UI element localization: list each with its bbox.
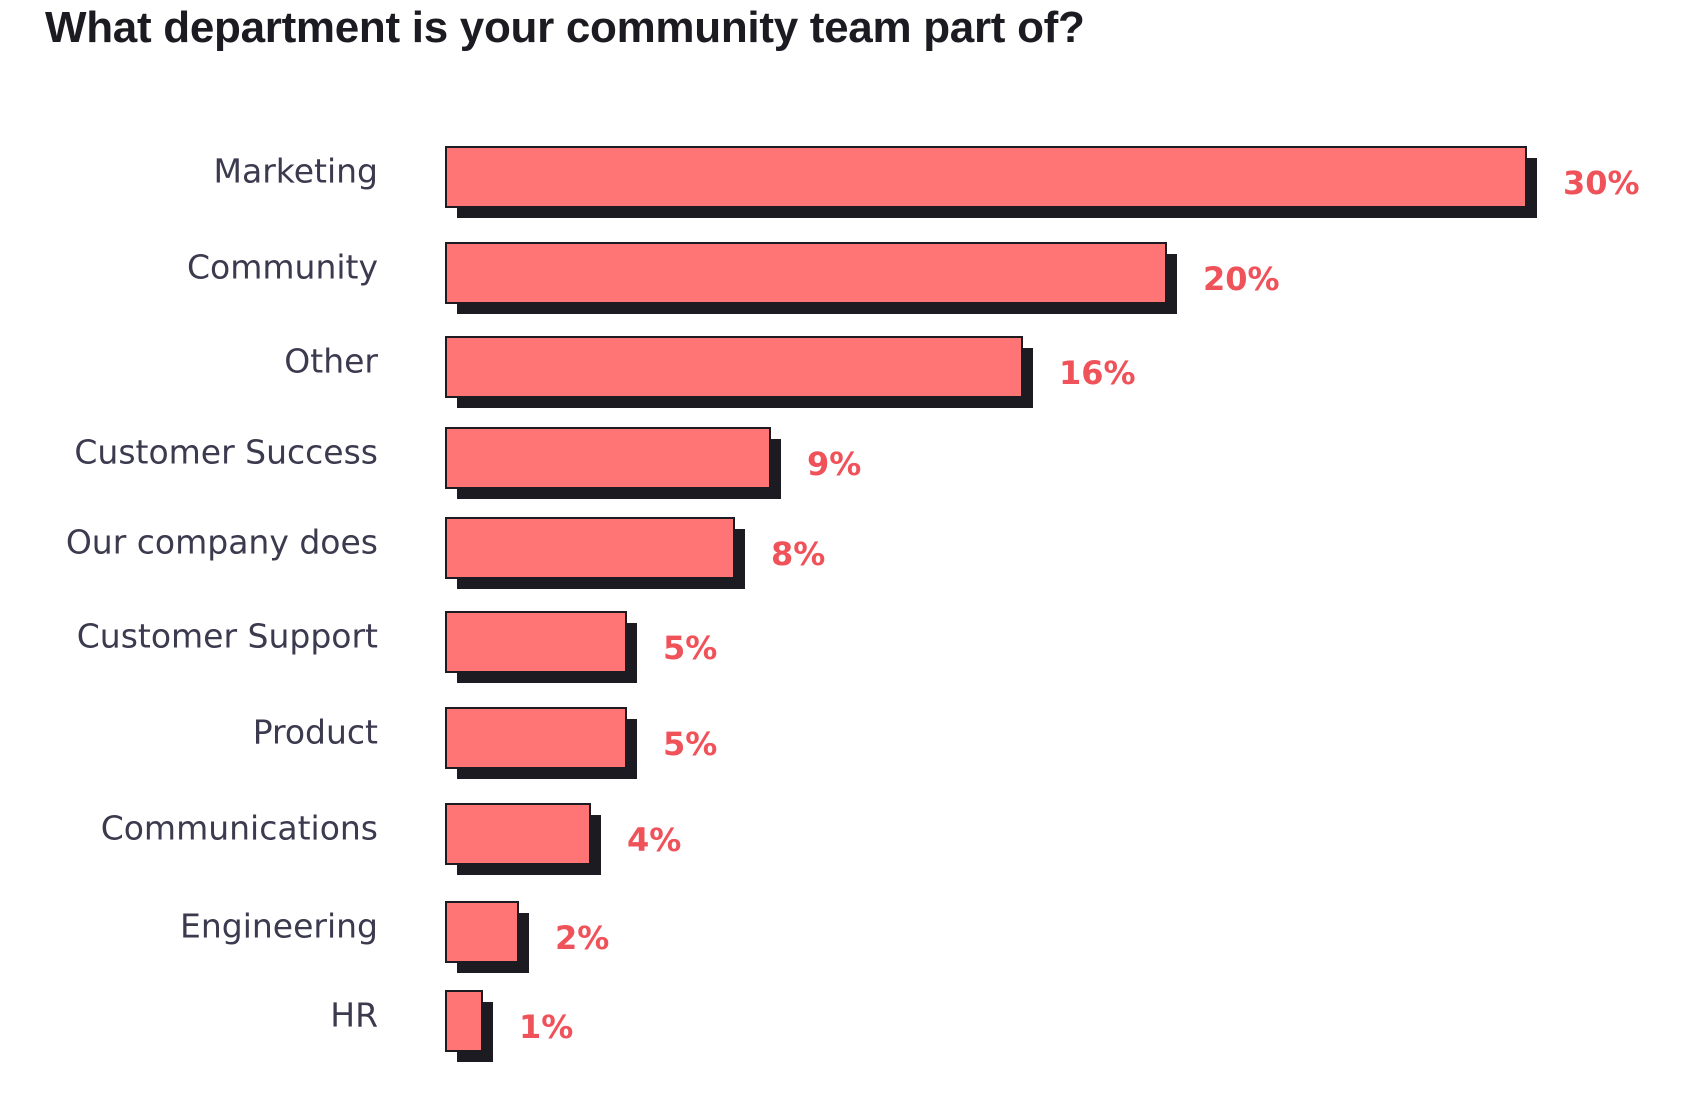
bar (445, 242, 1167, 304)
bars-layer (445, 146, 1537, 1062)
value-label: 4% (627, 821, 681, 859)
bar-group (445, 427, 781, 499)
bar (445, 427, 771, 489)
category-label: Communications (101, 809, 378, 848)
labels-layer: Marketing 30% Community 20% Other 16% Customer… (66, 152, 1640, 1047)
value-label: 2% (555, 919, 609, 957)
bar-group (445, 707, 637, 779)
bar (445, 611, 627, 673)
category-label: Customer Success (74, 433, 378, 472)
value-label: 1% (519, 1008, 573, 1046)
value-label: 5% (663, 629, 717, 667)
bar-group (445, 517, 745, 589)
bar-group (445, 901, 529, 973)
bar (445, 901, 519, 963)
category-label: Engineering (180, 907, 378, 946)
bar-group (445, 611, 637, 683)
category-label: Product (253, 713, 378, 752)
category-label: Community (187, 248, 378, 287)
bar-group (445, 990, 493, 1062)
bar-group (445, 803, 601, 875)
bar-group (445, 336, 1033, 408)
bar (445, 517, 735, 579)
chart-title: What department is your community team p… (45, 3, 1085, 52)
bar (445, 990, 483, 1052)
value-label: 20% (1203, 260, 1280, 298)
category-label: Other (284, 342, 378, 381)
bar (445, 146, 1527, 208)
category-label: HR (330, 996, 378, 1035)
value-label: 9% (807, 445, 861, 483)
value-label: 16% (1059, 354, 1136, 392)
value-label: 8% (771, 535, 825, 573)
category-label: Our company does (66, 523, 378, 562)
category-label: Marketing (214, 152, 378, 191)
value-label: 30% (1563, 164, 1640, 202)
bar-group (445, 242, 1177, 314)
bar (445, 707, 627, 769)
category-label: Customer Support (77, 617, 378, 656)
bar (445, 336, 1023, 398)
bar (445, 803, 591, 865)
value-label: 5% (663, 725, 717, 763)
bar-group (445, 146, 1537, 218)
